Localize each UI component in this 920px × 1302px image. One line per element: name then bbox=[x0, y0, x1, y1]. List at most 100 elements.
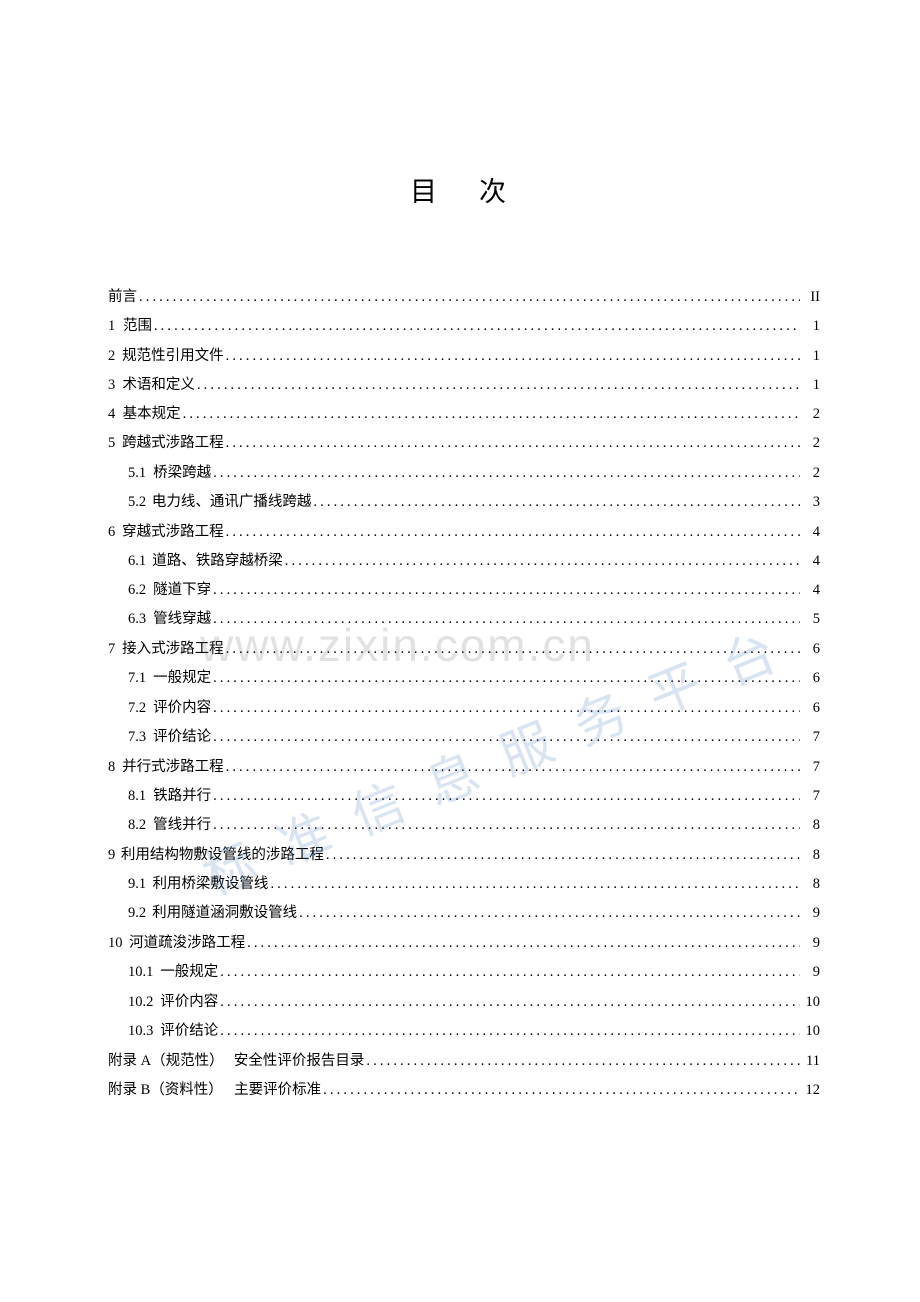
toc-leader-dots bbox=[211, 786, 800, 808]
toc-leader-dots bbox=[218, 992, 800, 1014]
toc-entry-page: II bbox=[800, 287, 820, 309]
toc-entry-page: 12 bbox=[800, 1080, 820, 1102]
toc-entry-num: 8.1 bbox=[128, 786, 146, 808]
toc-entry-num: 6.1 bbox=[128, 551, 146, 573]
toc-entry: 6.1道路、铁路穿越桥梁4 bbox=[108, 551, 820, 573]
toc-entry-label: 评价内容 bbox=[153, 698, 211, 720]
toc-leader-dots bbox=[311, 492, 800, 514]
toc-entry: 5.1 桥梁跨越 2 bbox=[108, 463, 820, 485]
table-of-contents: 前言II1范围12规范性引用文件13术语和定义14基本规定25跨越式涉路工程25… bbox=[108, 287, 820, 1102]
toc-leader-dots bbox=[224, 346, 800, 368]
toc-entry: 9.1 利用桥梁敷设管线 8 bbox=[108, 874, 820, 896]
toc-entry: 7接入式涉路工程6 bbox=[108, 639, 820, 661]
toc-entry-label: 接入式涉路工程 bbox=[122, 639, 224, 661]
toc-entry: 7.3评价结论7 bbox=[108, 727, 820, 749]
toc-entry-num: 5.1 bbox=[128, 463, 146, 485]
toc-entry-label: 河道疏浚涉路工程 bbox=[129, 933, 245, 955]
toc-entry-label: 电力线、通讯广播线跨越 bbox=[152, 492, 312, 514]
toc-entry-label: 道路、铁路穿越桥梁 bbox=[152, 551, 283, 573]
toc-entry-page: 5 bbox=[800, 609, 820, 631]
toc-entry-num: 附录 B（资料性） bbox=[108, 1080, 223, 1102]
toc-entry-num: 7.1 bbox=[128, 668, 146, 690]
toc-leader-dots bbox=[245, 933, 800, 955]
toc-entry-label: 安全性评价报告目录 bbox=[234, 1051, 365, 1073]
toc-entry: 9.2利用隧道涵洞敷设管线9 bbox=[108, 903, 820, 925]
toc-entry-page: 6 bbox=[800, 698, 820, 720]
toc-entry-page: 10 bbox=[800, 1021, 820, 1043]
toc-leader-dots bbox=[195, 375, 800, 397]
toc-entry: 前言 II bbox=[108, 287, 820, 309]
toc-entry: 2规范性引用文件1 bbox=[108, 346, 820, 368]
toc-leader-dots bbox=[224, 522, 800, 544]
toc-group: 9 利用结构物敷设管线的涉路工程 8 9.1 利用桥梁敷设管线 8 9.2利用隧道涵洞敷设管… bbox=[108, 845, 820, 925]
toc-entry-num: 5 bbox=[108, 433, 115, 455]
toc-group: 5跨越式涉路工程2 5.1 桥梁跨越 2 5.2 电力线、通讯广播线跨越 3 bbox=[108, 433, 820, 513]
toc-leader-dots bbox=[218, 1021, 800, 1043]
toc-entry-num: 4 bbox=[108, 404, 115, 426]
toc-entry-page: 3 bbox=[800, 492, 820, 514]
toc-entry-num: 7.3 bbox=[128, 727, 146, 749]
toc-group: 7接入式涉路工程67.1一般规定67.2评价内容67.3评价结论7 bbox=[108, 639, 820, 749]
toc-leader-dots bbox=[224, 433, 800, 455]
toc-entry-page: 2 bbox=[800, 463, 820, 485]
toc-entry: 10.3 评价结论 10 bbox=[108, 1021, 820, 1043]
toc-leader-dots bbox=[181, 404, 800, 426]
toc-entry-num: 9.1 bbox=[128, 874, 146, 896]
toc-entry-page: 7 bbox=[800, 786, 820, 808]
toc-leader-dots bbox=[211, 463, 800, 485]
toc-leader-dots bbox=[211, 609, 800, 631]
toc-entry-num: 8 bbox=[108, 757, 115, 779]
toc-entry-label: 利用隧道涵洞敷设管线 bbox=[152, 903, 297, 925]
toc-entry-label: 并行式涉路工程 bbox=[122, 757, 224, 779]
toc-leader-dots bbox=[224, 757, 800, 779]
toc-entry-page: 8 bbox=[800, 845, 820, 867]
toc-leader-dots bbox=[211, 815, 800, 837]
toc-leader-dots bbox=[297, 903, 800, 925]
toc-entry-label: 评价结论 bbox=[160, 1021, 218, 1043]
toc-entry-page: 2 bbox=[800, 404, 820, 426]
toc-entry: 5.2 电力线、通讯广播线跨越 3 bbox=[108, 492, 820, 514]
toc-group: 8 并行式涉路工程 7 8.1 铁路并行 7 8.2管线并行8 bbox=[108, 757, 820, 837]
toc-entry: 8.1 铁路并行 7 bbox=[108, 786, 820, 808]
toc-entry-num: 10.3 bbox=[128, 1021, 153, 1043]
toc-entry-num: 10 bbox=[108, 933, 123, 955]
toc-entry: 4基本规定2 bbox=[108, 404, 820, 426]
toc-entry: 10.1一般规定9 bbox=[108, 962, 820, 984]
toc-entry-label: 评价内容 bbox=[160, 992, 218, 1014]
toc-entry: 8.2管线并行8 bbox=[108, 815, 820, 837]
toc-entry-num: 5.2 bbox=[128, 492, 146, 514]
toc-entry-page: 1 bbox=[800, 375, 820, 397]
toc-entry-num: 7 bbox=[108, 639, 115, 661]
toc-entry-page: 8 bbox=[800, 874, 820, 896]
toc-entry-label: 一般规定 bbox=[153, 668, 211, 690]
toc-entry-page: 7 bbox=[800, 757, 820, 779]
toc-entry-label: 铁路并行 bbox=[153, 786, 211, 808]
toc-entry-num: 附录 A（规范性） bbox=[108, 1051, 224, 1073]
toc-entry-num: 7.2 bbox=[128, 698, 146, 720]
toc-entry-num: 10.1 bbox=[128, 962, 153, 984]
toc-entry-label: 管线穿越 bbox=[153, 609, 211, 631]
toc-entry-num: 6 bbox=[108, 522, 115, 544]
toc-entry: 1范围1 bbox=[108, 316, 820, 338]
toc-entry-label: 隧道下穿 bbox=[153, 580, 211, 602]
toc-entry: 3术语和定义1 bbox=[108, 375, 820, 397]
toc-entry-label: 利用结构物敷设管线的涉路工程 bbox=[121, 845, 324, 867]
toc-entry: 6穿越式涉路工程4 bbox=[108, 522, 820, 544]
toc-leader-dots bbox=[283, 551, 800, 573]
toc-entry-label: 利用桥梁敷设管线 bbox=[152, 874, 268, 896]
toc-entry-label: 管线并行 bbox=[153, 815, 211, 837]
toc-entry: 5跨越式涉路工程2 bbox=[108, 433, 820, 455]
toc-entry-page: 1 bbox=[800, 346, 820, 368]
toc-leader-dots bbox=[211, 698, 800, 720]
toc-leader-dots bbox=[137, 287, 800, 309]
toc-entry-num: 2 bbox=[108, 346, 115, 368]
toc-entry-num: 9 bbox=[108, 845, 115, 867]
toc-entry-label: 范围 bbox=[123, 316, 152, 338]
toc-entry: 6.2隧道下穿4 bbox=[108, 580, 820, 602]
toc-entry-page: 7 bbox=[800, 727, 820, 749]
toc-entry-label: 桥梁跨越 bbox=[153, 463, 211, 485]
toc-leader-dots bbox=[211, 668, 800, 690]
toc-entry: 附录 B（资料性）主要评价标准12 bbox=[108, 1080, 820, 1102]
page-title: 目次 bbox=[108, 170, 820, 209]
toc-entry-label: 前言 bbox=[108, 287, 137, 309]
